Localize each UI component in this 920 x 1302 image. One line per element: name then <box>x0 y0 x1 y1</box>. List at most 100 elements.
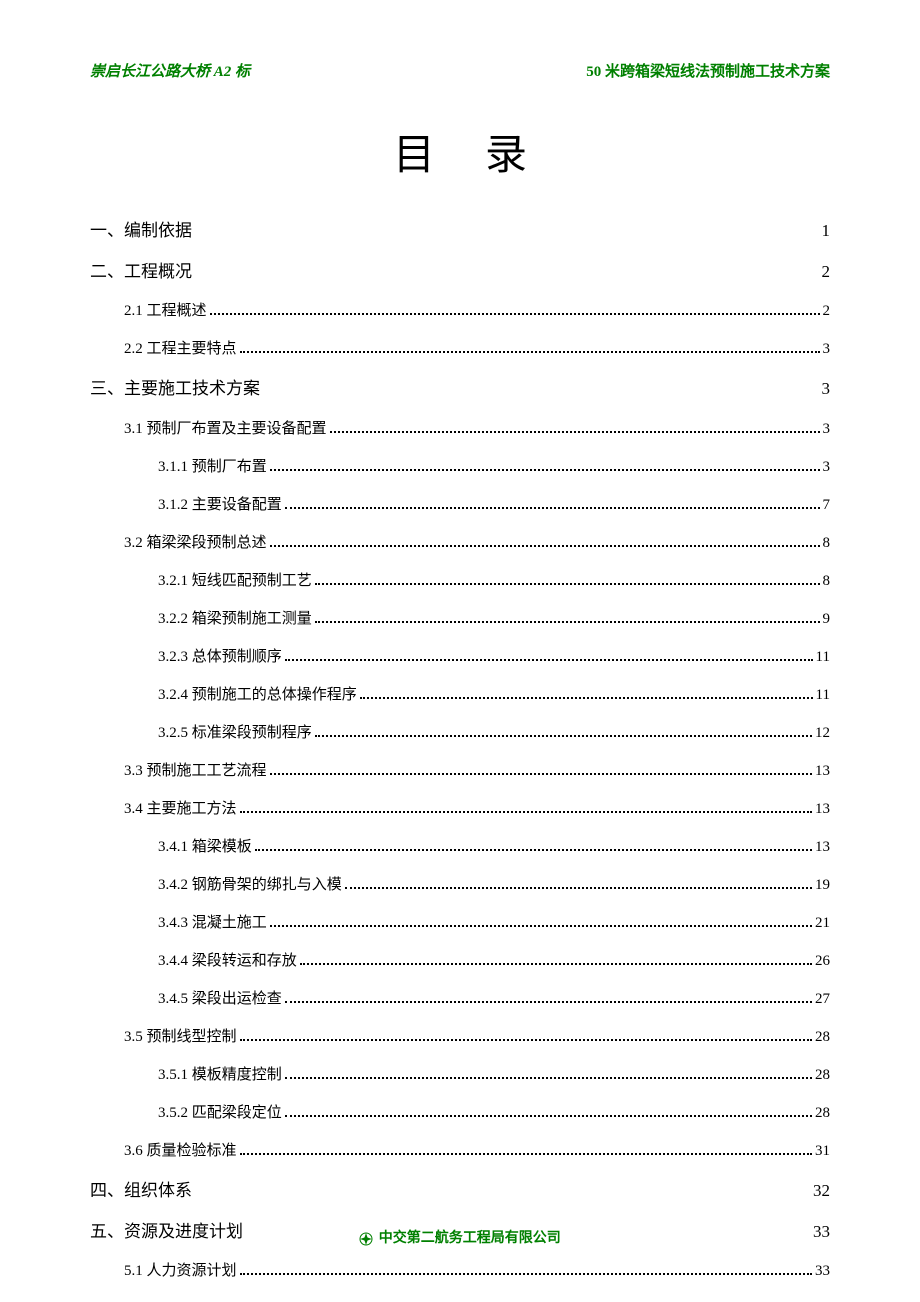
toc-item: 3.5.1 模板精度控制 28 <box>90 1063 830 1087</box>
toc-dots <box>240 1153 812 1155</box>
toc-item: 3.2.2 箱梁预制施工测量 9 <box>90 607 830 631</box>
toc-section: 三、主要施工技术方案3 <box>90 375 830 402</box>
toc-item-label: 3.5.2 匹配梁段定位 <box>158 1101 282 1125</box>
toc-section-label: 一、编制依据 <box>90 217 192 244</box>
toc-dots <box>240 1273 812 1275</box>
toc-item-page: 28 <box>815 1025 830 1049</box>
toc-item: 3.4.3 混凝土施工 21 <box>90 911 830 935</box>
toc-item-page: 27 <box>815 987 830 1011</box>
toc-item-label: 3.4 主要施工方法 <box>124 797 237 821</box>
toc-item-label: 3.2 箱梁梁段预制总述 <box>124 531 267 555</box>
toc-dots <box>270 773 812 775</box>
toc-item-label: 3.1 预制厂布置及主要设备配置 <box>124 417 327 441</box>
toc-item-label: 3.4.4 梁段转运和存放 <box>158 949 297 973</box>
toc-item: 3.4.4 梁段转运和存放 26 <box>90 949 830 973</box>
toc-dots <box>330 431 820 433</box>
toc-dots <box>315 583 820 585</box>
toc-item: 3.2.5 标准梁段预制程序12 <box>90 721 830 745</box>
toc-dots <box>285 507 820 509</box>
toc-item-label: 3.5.1 模板精度控制 <box>158 1063 282 1087</box>
toc-item-label: 2.1 工程概述 <box>124 299 207 323</box>
footer-text: 中交第二航务工程局有限公司 <box>379 1231 561 1246</box>
toc-item-page: 31 <box>815 1139 830 1163</box>
toc-item-page: 8 <box>823 531 831 555</box>
toc-item-page: 12 <box>815 721 830 745</box>
toc-item-label: 3.5 预制线型控制 <box>124 1025 237 1049</box>
toc-item: 3.2 箱梁梁段预制总述 8 <box>90 531 830 555</box>
toc-item: 3.2.3 总体预制顺序 11 <box>90 645 830 669</box>
toc-item-label: 3.4.5 梁段出运检查 <box>158 987 282 1011</box>
toc-section-label: 四、组织体系 <box>90 1177 192 1204</box>
toc-item: 2.2 工程主要特点 3 <box>90 337 830 361</box>
toc-item-page: 28 <box>815 1063 830 1087</box>
toc-item-label: 3.2.3 总体预制顺序 <box>158 645 282 669</box>
toc-item-page: 28 <box>815 1101 830 1125</box>
toc-dots <box>315 735 812 737</box>
toc-dots <box>285 1001 812 1003</box>
toc-dots <box>285 1115 812 1117</box>
toc-item-page: 13 <box>815 759 830 783</box>
toc-item: 3.4.1 箱梁模板13 <box>90 835 830 859</box>
toc-item-label: 3.3 预制施工工艺流程 <box>124 759 267 783</box>
toc-item: 3.1.1 预制厂布置3 <box>90 455 830 479</box>
toc-dots <box>210 313 820 315</box>
toc-dots <box>240 351 820 353</box>
toc-item: 3.4 主要施工方法 13 <box>90 797 830 821</box>
toc-item: 3.5 预制线型控制 28 <box>90 1025 830 1049</box>
toc-item: 3.1.2 主要设备配置7 <box>90 493 830 517</box>
toc-dots <box>270 545 820 547</box>
toc-section-page: 1 <box>822 217 831 244</box>
toc-item-page: 11 <box>816 645 830 669</box>
toc-dots <box>240 811 812 813</box>
toc-item-page: 21 <box>815 911 830 935</box>
toc-dots <box>285 659 813 661</box>
header-left: 崇启长江公路大桥 A2 标 <box>90 60 250 81</box>
toc-item-label: 3.6 质量检验标准 <box>124 1139 237 1163</box>
toc-item-page: 11 <box>816 683 830 707</box>
toc-item-label: 3.4.3 混凝土施工 <box>158 911 267 935</box>
toc-dots <box>345 887 812 889</box>
toc-item-page: 3 <box>823 337 831 361</box>
toc-section: 一、编制依据 1 <box>90 217 830 244</box>
toc-item: 3.6 质量检验标准 31 <box>90 1139 830 1163</box>
toc-item-label: 3.4.2 钢筋骨架的绑扎与入模 <box>158 873 342 897</box>
toc-item-label: 3.4.1 箱梁模板 <box>158 835 252 859</box>
toc-item-page: 19 <box>815 873 830 897</box>
page-title: 目录 <box>90 121 830 182</box>
toc-dots <box>255 849 812 851</box>
toc-dots <box>285 1077 812 1079</box>
toc-item-page: 8 <box>823 569 831 593</box>
toc-section: 二、工程概况 2 <box>90 258 830 285</box>
toc-item: 3.2.1 短线匹配预制工艺 8 <box>90 569 830 593</box>
footer-logo-icon <box>359 1232 373 1246</box>
toc-item-page: 26 <box>815 949 830 973</box>
toc-item-page: 33 <box>815 1259 830 1283</box>
toc-item: 3.4.2 钢筋骨架的绑扎与入模 19 <box>90 873 830 897</box>
toc-item-page: 2 <box>823 299 831 323</box>
toc-section-page: 2 <box>822 258 831 285</box>
toc-dots <box>315 621 820 623</box>
toc-section-page: 3 <box>822 375 831 402</box>
page-header: 崇启长江公路大桥 A2 标 50 米跨箱梁短线法预制施工技术方案 <box>90 60 830 81</box>
toc-item-page: 3 <box>823 417 831 441</box>
toc-item-label: 5.1 人力资源计划 <box>124 1259 237 1283</box>
toc-section-label: 二、工程概况 <box>90 258 192 285</box>
toc-section: 四、组织体系32 <box>90 1177 830 1204</box>
toc-item-label: 3.2.4 预制施工的总体操作程序 <box>158 683 357 707</box>
toc-dots <box>270 925 812 927</box>
toc-item: 3.2.4 预制施工的总体操作程序 11 <box>90 683 830 707</box>
toc-item-label: 3.2.1 短线匹配预制工艺 <box>158 569 312 593</box>
page-footer: 中交第二航务工程局有限公司 <box>0 1227 920 1247</box>
toc-item: 2.1 工程概述 2 <box>90 299 830 323</box>
table-of-contents: 一、编制依据1二、工程概况22.1 工程概述22.2 工程主要特点3三、主要施工… <box>90 217 830 1283</box>
toc-item-label: 3.1.2 主要设备配置 <box>158 493 282 517</box>
toc-item-page: 13 <box>815 797 830 821</box>
toc-dots <box>270 469 820 471</box>
toc-item-page: 9 <box>823 607 831 631</box>
toc-item: 3.5.2 匹配梁段定位 28 <box>90 1101 830 1125</box>
header-right: 50 米跨箱梁短线法预制施工技术方案 <box>586 60 830 81</box>
toc-item-label: 3.2.2 箱梁预制施工测量 <box>158 607 312 631</box>
toc-item-label: 2.2 工程主要特点 <box>124 337 237 361</box>
toc-dots <box>360 697 813 699</box>
toc-item: 3.1 预制厂布置及主要设备配置 3 <box>90 417 830 441</box>
